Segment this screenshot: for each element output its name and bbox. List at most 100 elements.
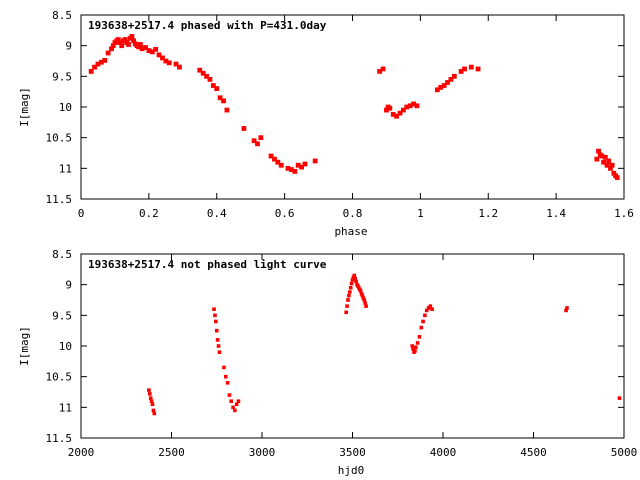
data-point	[289, 167, 294, 172]
y-tick-label: 9	[65, 279, 72, 292]
data-point	[88, 69, 94, 74]
data-point	[609, 162, 615, 168]
data-point	[92, 64, 97, 70]
x-tick-label: 2500	[158, 446, 185, 459]
x-tick-label: 0.4	[207, 207, 227, 220]
data-point	[251, 138, 257, 144]
x-tick-label: 0.2	[139, 207, 159, 220]
x-tick-label: 5000	[611, 446, 638, 459]
x-tick-label: 4500	[520, 446, 547, 459]
data-point	[475, 66, 481, 72]
data-point	[204, 73, 209, 79]
data-point	[361, 296, 366, 300]
data-point	[126, 42, 131, 47]
phased-chart: 193638+2517.4 phased with P=431.0day 8.5…	[18, 9, 634, 238]
data-point	[390, 111, 396, 117]
data-point	[278, 162, 284, 168]
data-point	[617, 396, 622, 400]
data-point	[215, 338, 220, 342]
y-tick-label: 11.5	[46, 193, 73, 206]
data-point	[430, 307, 434, 311]
data-point	[224, 374, 228, 379]
data-point	[110, 43, 116, 49]
data-point	[98, 59, 104, 65]
data-point	[143, 45, 148, 50]
data-point	[441, 83, 447, 88]
data-point	[231, 405, 235, 410]
data-point	[234, 402, 239, 407]
y-tick-label: 10	[59, 101, 72, 114]
data-point	[258, 135, 264, 141]
data-point	[411, 101, 416, 107]
data-point	[596, 148, 601, 154]
data-point	[344, 310, 348, 315]
y-tick-label: 10.5	[46, 371, 73, 384]
data-point	[599, 153, 605, 159]
chart-title: 193638+2517.4 phased with P=431.0day	[88, 19, 327, 32]
data-point	[149, 399, 154, 403]
data-point	[413, 349, 417, 353]
data-point	[346, 298, 350, 302]
data-point	[458, 69, 464, 74]
data-point	[163, 58, 169, 64]
data-point	[214, 86, 220, 91]
data-point	[152, 411, 157, 416]
data-point	[210, 83, 216, 88]
data-point	[345, 304, 349, 308]
y-tick-label: 10	[59, 340, 72, 353]
x-tick-label: 0	[78, 207, 85, 220]
data-point	[426, 306, 431, 310]
data-point	[129, 34, 135, 39]
y-tick-label: 9.5	[52, 70, 72, 83]
data-point	[445, 80, 450, 85]
data-point	[227, 393, 232, 397]
y-axis: 8.5 9 9.5 10 10.5 11 11.5	[46, 248, 624, 445]
data-point	[423, 313, 427, 318]
data-point	[102, 57, 108, 63]
x-tick-label: 0.8	[343, 207, 363, 220]
data-point	[166, 60, 172, 66]
data-point	[119, 43, 125, 49]
data-point	[200, 70, 206, 76]
data-point	[146, 48, 152, 53]
data-point	[359, 292, 364, 296]
data-point	[295, 162, 301, 168]
y-tick-label: 11	[59, 401, 72, 414]
data-point	[421, 319, 425, 324]
x-tick-label: 1	[417, 207, 424, 220]
data-point	[428, 304, 433, 308]
data-point	[207, 77, 213, 82]
y-tick-label: 8.5	[52, 248, 72, 261]
data-point	[411, 347, 415, 351]
data-point	[362, 298, 367, 302]
data-point	[153, 46, 159, 52]
data-point	[214, 328, 219, 333]
x-axis: 2000 2500 3000 3500 4000 4500 5000	[68, 254, 638, 459]
data-point	[358, 289, 363, 293]
data-point	[255, 141, 260, 147]
data-point	[602, 154, 608, 160]
y-axis: 8.5 9 9.5 10 10.5 11 11.5	[46, 9, 624, 206]
data-point	[312, 158, 318, 164]
data-point	[608, 165, 613, 171]
data-point	[292, 169, 298, 174]
x-tick-label: 2000	[68, 446, 95, 459]
data-point	[173, 61, 179, 67]
data-point	[147, 392, 152, 396]
data-point	[352, 273, 357, 278]
x-axis-label: phase	[334, 225, 367, 238]
data-point	[131, 38, 137, 44]
data-point	[380, 66, 386, 72]
data-point	[137, 42, 143, 47]
data-point	[221, 98, 226, 104]
x-tick-label: 0.6	[275, 207, 295, 220]
data-point	[384, 107, 389, 113]
data-point	[417, 335, 422, 339]
data-point	[357, 285, 361, 290]
y-tick-label: 11.5	[46, 432, 73, 445]
y-tick-label: 9	[65, 40, 72, 53]
y-axis-label: I[mag]	[18, 326, 31, 366]
x-axis-label: hjd0	[338, 464, 365, 477]
data-point	[222, 365, 226, 370]
